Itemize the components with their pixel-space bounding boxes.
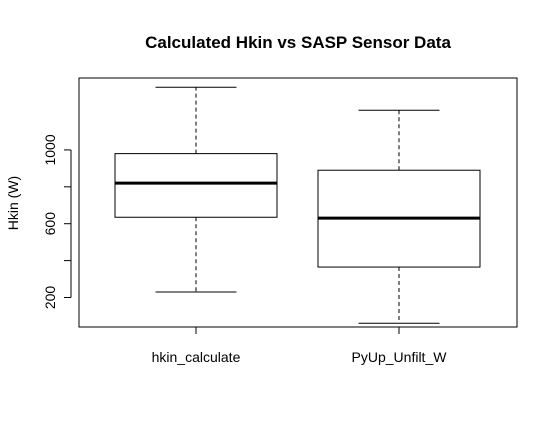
y-tick-label: 1000 — [42, 134, 58, 165]
box-1 — [114, 86, 278, 293]
iqr-box — [114, 153, 278, 218]
y-axis: 200 600 1000 — [42, 134, 72, 310]
y-axis-label: Hkin (W) — [5, 176, 21, 230]
x-axis: hkin_calculate PyUp_Unfilt_W — [152, 326, 448, 365]
y-tick-label: 200 — [42, 286, 58, 310]
chart-title: Calculated Hkin vs SASP Sensor Data — [145, 33, 451, 52]
box-2 — [317, 109, 481, 324]
x-tick-label: hkin_calculate — [152, 349, 241, 365]
x-tick-label: PyUp_Unfilt_W — [352, 349, 448, 365]
boxes-group — [114, 86, 481, 324]
y-tick-label: 600 — [42, 212, 58, 236]
